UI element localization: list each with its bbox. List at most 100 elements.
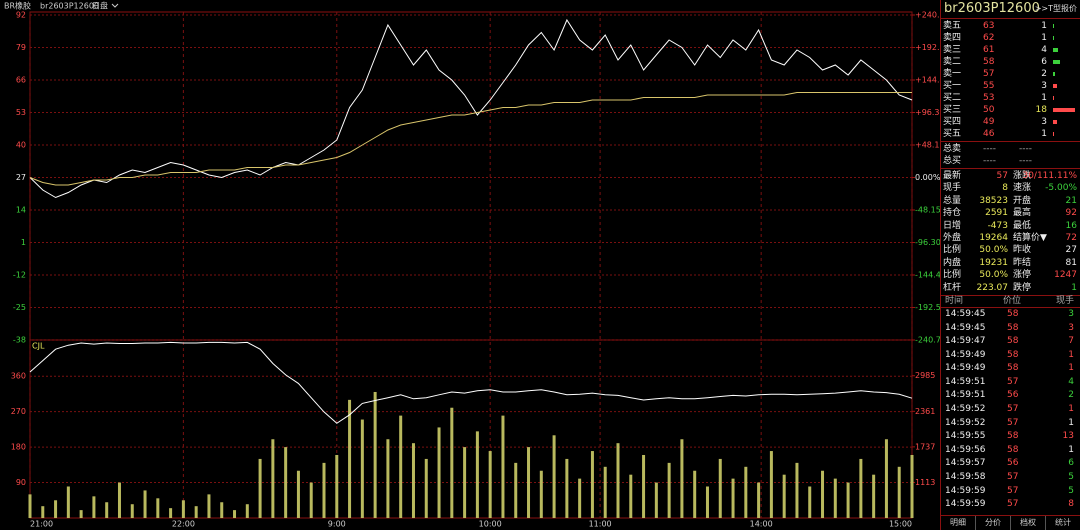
- tick-qty: 1: [1068, 444, 1074, 455]
- quote-row: 现手 8 速涨 -5.00%: [941, 182, 1080, 194]
- totals-b: ----: [1019, 144, 1032, 154]
- book-row: 买一 55 3: [941, 80, 1080, 92]
- dropdown-icon[interactable]: [111, 3, 119, 8]
- quote-label: 比例: [943, 245, 962, 256]
- tab[interactable]: 明细: [941, 516, 976, 530]
- tick-row: 14:59:59 57 8: [941, 498, 1080, 512]
- quote-value: 50.0%: [979, 245, 1008, 256]
- quote-label: 比例: [943, 270, 962, 281]
- book-price: 49: [983, 117, 995, 127]
- book-bar: [1053, 36, 1055, 40]
- background: [0, 0, 940, 530]
- volume-bar: [539, 470, 543, 518]
- book-bar: [1053, 60, 1061, 64]
- volume-bar: [79, 510, 83, 518]
- tick-row: 14:59:49 58 1: [941, 362, 1080, 376]
- quote-value: 72: [1065, 232, 1077, 243]
- volume-bar: [757, 482, 761, 518]
- quote-label: 最新: [943, 171, 962, 181]
- book-bar: [1053, 120, 1057, 124]
- totals-row: 总卖 ---- ----: [941, 143, 1080, 155]
- book-price: 62: [983, 33, 995, 43]
- volume-bar: [271, 439, 275, 518]
- volume-bar: [897, 466, 901, 518]
- volume-bar: [54, 500, 58, 518]
- tick-price: 58: [1007, 444, 1019, 455]
- tick-time: 14:59:52: [945, 404, 986, 415]
- book-bar: [1053, 72, 1056, 76]
- x-tick-label: 15:00: [889, 520, 912, 529]
- tab[interactable]: 统计: [1046, 516, 1080, 530]
- t-quote-link[interactable]: >>T型报价: [1034, 4, 1077, 13]
- tick-qty: 4: [1068, 376, 1074, 387]
- quote-table: 最新 57 涨跌 30/111.11% 现手 8 速涨 -5.00% 总量 38523 开盘 21 持仓…: [941, 169, 1080, 296]
- volume-bar: [66, 486, 70, 518]
- quote-row: 总量 38523 开盘 21: [941, 195, 1080, 207]
- quote-value: 30/111.11%: [1022, 171, 1077, 181]
- totals-row: 总买 ---- ----: [941, 155, 1080, 167]
- volume-bar: [846, 482, 850, 518]
- volume-bar: [130, 504, 134, 518]
- volume-bar: [207, 494, 211, 518]
- book-price: 61: [983, 45, 995, 55]
- volume-bar: [833, 478, 837, 518]
- volume-bar: [527, 447, 531, 518]
- product: BR橡胶: [4, 1, 31, 11]
- tick-time: 14:59:57: [945, 458, 986, 469]
- y2-tick-label: 1113: [915, 478, 935, 487]
- volume-bar: [654, 482, 658, 518]
- period[interactable]: 日盘: [92, 1, 108, 11]
- tick-time: 14:59:51: [945, 376, 986, 387]
- quote-label: 持仓: [943, 208, 962, 219]
- y-tick-label: 27: [16, 173, 26, 182]
- book-label: 买五: [943, 129, 962, 139]
- y2-tick-label: 0.00%: [915, 173, 940, 182]
- tick-price: 57: [1007, 485, 1019, 496]
- book-bar: [1053, 132, 1055, 136]
- quote-panel: br2603P12600 >>T型报价 卖五 63 1 卖四 62 1 卖三 61 4 卖二 58 6 卖一…: [940, 0, 1080, 530]
- tick-qty: 13: [1062, 431, 1074, 442]
- quote-row: 最新 57 涨跌 30/111.11%: [941, 170, 1080, 182]
- book-bar: [1053, 24, 1055, 28]
- chart-area: BR橡胶 br2603P12600 日盘 90 180 270 360 1113 1737…: [0, 0, 940, 530]
- book-row: 卖四 62 1: [941, 32, 1080, 44]
- tick-row: 14:59:52 57 1: [941, 417, 1080, 431]
- tick-qty: 8: [1068, 499, 1074, 510]
- volume-bar: [194, 506, 198, 518]
- book-qty: 4: [1041, 45, 1047, 55]
- tick-qty: 3: [1068, 308, 1074, 319]
- tick-row: 14:59:51 57 4: [941, 376, 1080, 390]
- book-label: 卖二: [943, 57, 962, 67]
- quote-value: 81: [1065, 257, 1077, 268]
- volume-bar: [821, 470, 825, 518]
- book-qty: 3: [1041, 117, 1047, 127]
- book-label: 买一: [943, 81, 962, 91]
- quote-label: 速涨: [1013, 183, 1032, 194]
- quote-label: 最高: [1013, 208, 1032, 219]
- volume-bar: [884, 439, 888, 518]
- book-bar: [1053, 108, 1075, 112]
- tab[interactable]: 档权: [1011, 516, 1046, 530]
- y-tick-label: 79: [16, 43, 26, 52]
- tick-row: 14:59:45 58 3: [941, 308, 1080, 322]
- y2-tick-label: +192.59: [915, 43, 940, 52]
- book-bar: [1053, 84, 1057, 88]
- volume-bar: [744, 466, 748, 518]
- volume-bar: [117, 482, 121, 518]
- tab[interactable]: 分价: [976, 516, 1011, 530]
- quote-value: 8: [1002, 183, 1008, 194]
- tick-price: 58: [1007, 363, 1019, 374]
- volume-bar: [603, 466, 607, 518]
- tick-time: 14:59:45: [945, 308, 986, 319]
- tick-qty: 1: [1068, 417, 1074, 428]
- quote-value: 92: [1065, 208, 1077, 219]
- book-qty: 2: [1041, 69, 1047, 79]
- volume-bar: [296, 470, 300, 518]
- book-label: 卖一: [943, 69, 962, 79]
- volume-bar: [667, 462, 671, 518]
- volume-bar: [348, 399, 352, 518]
- tick-price: 57: [1007, 376, 1019, 387]
- tick-time: 14:59:51: [945, 390, 986, 401]
- book-price: 55: [983, 81, 995, 91]
